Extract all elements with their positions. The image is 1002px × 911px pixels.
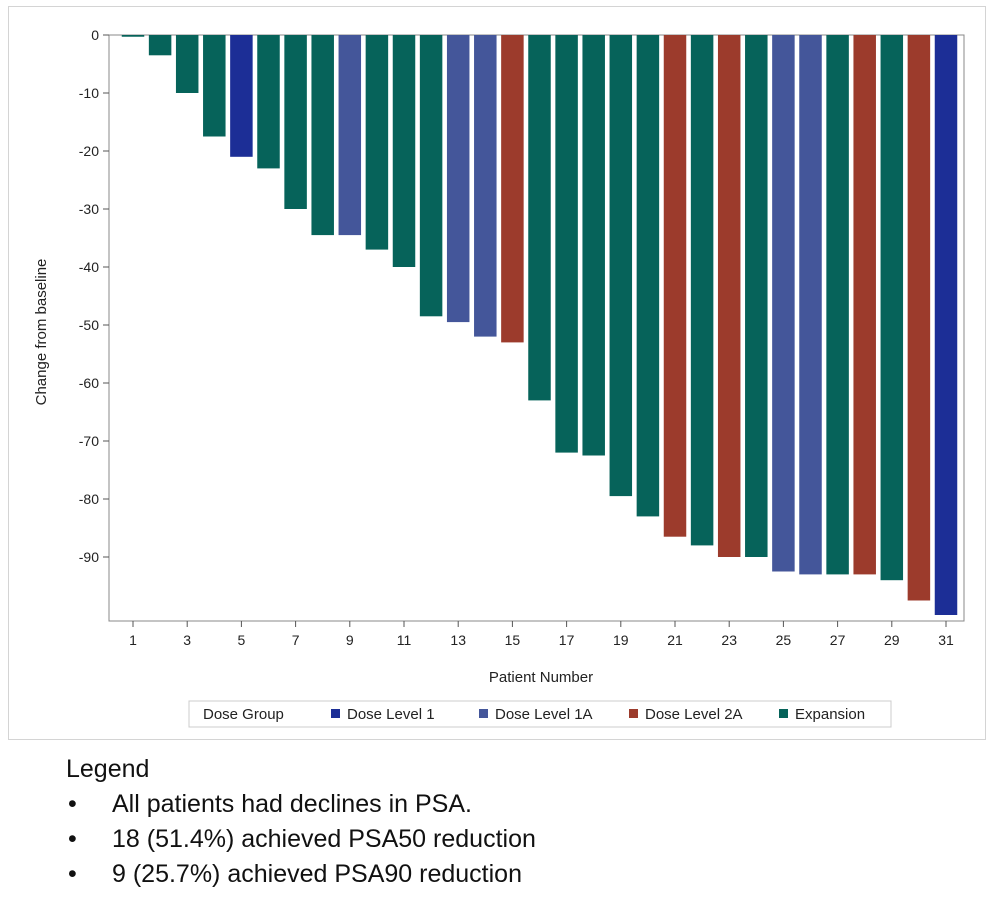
legend-entry-label: Dose Level 1A bbox=[495, 706, 593, 723]
x-tick-label: 7 bbox=[292, 632, 300, 648]
y-tick-label: -70 bbox=[79, 433, 99, 449]
bar-patient-4 bbox=[203, 35, 226, 137]
x-tick-label: 19 bbox=[613, 632, 629, 648]
bar-patient-28 bbox=[853, 35, 876, 575]
bar-patient-24 bbox=[745, 35, 768, 557]
list-item: • 18 (51.4%) achieved PSA50 reduction bbox=[66, 822, 536, 857]
bar-patient-23 bbox=[717, 35, 741, 557]
x-tick-label: 23 bbox=[721, 632, 737, 648]
x-tick-label: 15 bbox=[505, 632, 521, 648]
note-text: 18 (51.4%) achieved PSA50 reduction bbox=[112, 825, 536, 853]
bars-layer bbox=[121, 35, 958, 615]
y-tick-label: -90 bbox=[79, 549, 99, 565]
bullet-icon: • bbox=[68, 825, 77, 853]
x-tick-label: 13 bbox=[450, 632, 466, 648]
bar-patient-1 bbox=[121, 35, 145, 37]
bar-patient-21 bbox=[663, 35, 687, 537]
y-axis: 0 -10 -20 -30 -40 -50 -60 -70 -80 -90 bbox=[79, 27, 109, 565]
legend-swatch bbox=[629, 709, 638, 718]
x-tick-label: 9 bbox=[346, 632, 354, 648]
bar-patient-3 bbox=[175, 35, 199, 93]
bar-patient-31 bbox=[934, 35, 958, 615]
x-tick-label: 21 bbox=[667, 632, 683, 648]
x-tick-label: 31 bbox=[938, 632, 954, 648]
bar-patient-10 bbox=[365, 35, 389, 250]
y-tick-label: -20 bbox=[79, 143, 99, 159]
x-tick-label: 5 bbox=[238, 632, 246, 648]
bar-patient-2 bbox=[148, 35, 172, 56]
bar-patient-12 bbox=[419, 35, 443, 317]
bar-patient-18 bbox=[582, 35, 605, 456]
legend-entry-label: Dose Level 2A bbox=[645, 706, 743, 723]
note-text: All patients had declines in PSA. bbox=[112, 790, 472, 818]
notes-legend: Legend • All patients had declines in PS… bbox=[66, 752, 536, 892]
bullet-icon: • bbox=[68, 860, 77, 888]
bar-patient-17 bbox=[555, 35, 578, 453]
bar-patient-9 bbox=[338, 35, 362, 236]
x-tick-label: 1 bbox=[129, 632, 137, 648]
bar-patient-6 bbox=[257, 35, 280, 169]
bar-patient-20 bbox=[636, 35, 660, 517]
bar-patient-8 bbox=[311, 35, 334, 236]
bar-patient-15 bbox=[501, 35, 524, 343]
legend-entry-label: Dose Level 1 bbox=[347, 706, 435, 723]
x-tick-label: 25 bbox=[776, 632, 792, 648]
chart-legend: Dose Group Dose Level 1 Dose Level 1A Dose… bbox=[188, 700, 892, 728]
legend-swatch bbox=[479, 709, 488, 718]
y-tick-label: -60 bbox=[79, 375, 99, 391]
x-axis: 1 3 5 7 9 11 13 15 17 19 21 23 25 27 29 31 bbox=[129, 621, 954, 648]
bar-patient-25 bbox=[772, 35, 795, 572]
note-text: 9 (25.7%) achieved PSA90 reduction bbox=[112, 860, 522, 888]
y-tick-label: -30 bbox=[79, 201, 99, 217]
chart-frame: 0 -10 -20 -30 -40 -50 -60 -70 -80 -90 1 3 5 7 9 11 13 15… bbox=[8, 6, 986, 740]
x-tick-label: 11 bbox=[397, 632, 412, 648]
psa-waterfall-chart: 0-10-20-30-40-50-60-70-80-90 1 3 5 7 9 11 13 15… bbox=[33, 27, 965, 728]
bullet-icon: • bbox=[68, 790, 77, 818]
legend-swatch bbox=[331, 709, 340, 718]
legend-entry-label: Expansion bbox=[795, 706, 865, 723]
legend-box bbox=[188, 700, 892, 728]
bar-patient-13 bbox=[446, 35, 470, 323]
y-tick-label: -80 bbox=[79, 491, 99, 507]
legend-title: Dose Group bbox=[203, 706, 284, 723]
notes-title: Legend bbox=[66, 755, 150, 783]
y-tick-label: -10 bbox=[79, 85, 99, 101]
bar-patient-27 bbox=[826, 35, 849, 575]
bar-patient-7 bbox=[284, 35, 307, 209]
bar-patient-5 bbox=[230, 35, 253, 157]
y-tick-label: 0 bbox=[91, 27, 99, 43]
x-tick-label: 3 bbox=[183, 632, 191, 648]
y-tick-label: -50 bbox=[79, 317, 99, 333]
bar-patient-30 bbox=[907, 35, 931, 601]
bar-patient-22 bbox=[690, 35, 714, 546]
list-item: • All patients had declines in PSA. bbox=[66, 787, 536, 822]
bar-patient-11 bbox=[392, 35, 416, 267]
bar-patient-29 bbox=[880, 35, 904, 581]
bar-patient-19 bbox=[609, 35, 633, 497]
y-tick-label: -40 bbox=[79, 259, 99, 275]
legend-swatch bbox=[779, 709, 788, 718]
x-axis-title: Patient Number bbox=[489, 669, 593, 686]
list-item: • 9 (25.7%) achieved PSA90 reduction bbox=[66, 857, 536, 892]
x-tick-label: 27 bbox=[830, 632, 846, 648]
x-tick-label: 29 bbox=[884, 632, 900, 648]
bar-patient-26 bbox=[799, 35, 822, 575]
x-tick-label: 17 bbox=[559, 632, 575, 648]
bar-patient-16 bbox=[528, 35, 551, 401]
bar-patient-14 bbox=[474, 35, 497, 337]
y-axis-title: Change from baseline bbox=[33, 259, 50, 406]
